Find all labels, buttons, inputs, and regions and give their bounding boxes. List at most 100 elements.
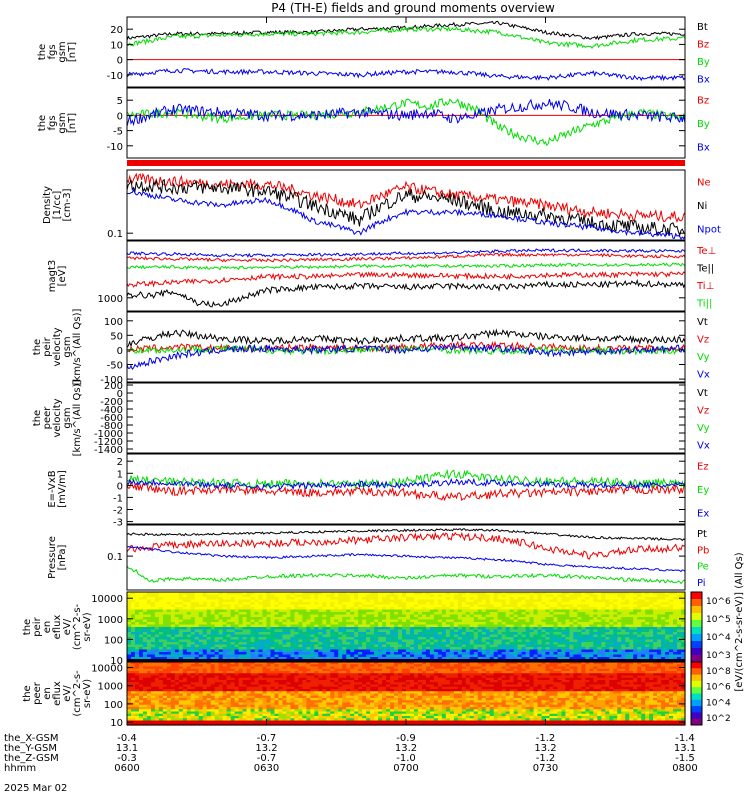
y-tick-label: 0.1 (107, 552, 123, 563)
heatmap-cells (127, 662, 686, 726)
y-tick-label: 1000 (98, 294, 123, 305)
x-axis-annotation: the_X-GSM -0.4 -0.7 -0.9 -1.2 -1.4 the_Y-GSM 13… (4, 17, 698, 794)
y-axis-label: Density (42, 186, 53, 224)
y-tick-label: 0 (117, 346, 123, 357)
x-row-value: 0800 (672, 763, 697, 774)
x-row-value: 13.2 (255, 743, 277, 754)
panel-peer-eflux: 10^8 10^6 10^4 10^2 [eV/(cm^2-s-sr-eV)] (All… (22, 552, 745, 729)
legend-ez: Ez (697, 462, 709, 473)
y-axis-label: peir (42, 336, 53, 356)
y-tick-label: -800 (100, 421, 123, 432)
y-tick-label: -600 (100, 413, 123, 424)
y-axis-label: velocity (52, 398, 63, 437)
y-axis-label: the (32, 339, 43, 355)
legend-bx: Bx (697, 142, 710, 153)
y-tick-label: 100 (104, 635, 123, 646)
panel-temperature: Te⊥ Te|| Ti⊥ Ti|| 1000 magt3 [eV] (47, 240, 716, 312)
y-axis-label: peer (42, 406, 53, 430)
y-tick-label: 10 (110, 40, 123, 51)
y-axis-label: [km/s^(All Qs)] (72, 309, 83, 386)
series-pb (126, 531, 686, 560)
y-tick-label: 1000 (98, 615, 123, 626)
y-tick-label: 0 (117, 111, 123, 122)
y-axis-label: eflux (52, 615, 63, 640)
panel-peir-velocity: Vt Vz Vy Vx -100 -50 0 50 100 the peir velocity gsm[… (32, 309, 710, 387)
x-row-value: 13.1 (674, 743, 696, 754)
y-tick-label: 0 (117, 389, 123, 400)
x-row-value: -1.2 (536, 733, 556, 744)
series-npot (126, 188, 686, 240)
panel-pressure: Pt Pb Pe Pi 0.1 Pressure [nPa] (47, 524, 709, 591)
y-axis-label: peer (32, 681, 43, 705)
y-axis-label: [nPa] (57, 544, 68, 570)
colorbar-tick-label: 10^6 (706, 683, 731, 693)
legend-pe: Pe (697, 562, 709, 573)
legend-bz: Bz (697, 96, 709, 107)
series-ex (126, 477, 686, 491)
y-tick-label: 0.1 (107, 229, 123, 240)
y-tick-label: 10 (110, 656, 123, 667)
colorbar-tick-label: 10^8 (706, 667, 731, 677)
series-ne (126, 172, 686, 224)
figure-title: P4 (TH-E) fields and ground moments over… (271, 1, 555, 15)
legend-te: Te|| (696, 263, 714, 274)
legend-ne: Ne (697, 178, 711, 189)
y-tick-label: 10000 (91, 594, 123, 605)
panel-frame (126, 311, 686, 383)
series-bt (126, 20, 686, 41)
y-tick-label: -1 (113, 493, 123, 504)
y-tick-label: 1000 (98, 682, 123, 693)
y-tick-label: 20 (110, 25, 123, 36)
legend-ey: Ey (697, 485, 709, 496)
panel-peir-eflux: 10^6 10^5 10^4 10^3 10 100 1000 10000 the peir en e… (22, 591, 731, 667)
legend-ex: Ex (697, 508, 709, 519)
y-axis-label: en (42, 621, 53, 634)
y-tick-label: -400 (100, 405, 123, 416)
series-bx (126, 98, 686, 127)
panel-frame (126, 87, 686, 159)
y-axis-label: the (22, 685, 33, 701)
panel-density: Ne Ni Npot 0.1 Density [1/cc] [cm-3] (42, 169, 721, 241)
series-te (126, 252, 686, 263)
y-tick-label: 0 (117, 481, 123, 492)
colorbar-tick-label: 10^4 (706, 633, 731, 643)
series-vy (126, 343, 686, 356)
x-row-label: the_Z-GSM (4, 753, 59, 764)
y-axis-label: gsm (57, 112, 68, 133)
y-axis-label: [nT] (67, 113, 78, 133)
series-vt (126, 328, 686, 348)
legend-by: By (697, 119, 710, 130)
legend-pb: Pb (697, 545, 709, 556)
y-tick-label: -5 (113, 127, 123, 138)
legend-vt: Vt (697, 388, 708, 399)
legend-vt: Vt (697, 317, 708, 328)
legend-npot: Npot (697, 224, 721, 235)
x-row-label: the_Y-GSM (4, 743, 57, 754)
panel-separator-band (127, 160, 685, 166)
x-row-value: 0600 (114, 763, 139, 774)
x-row-value: 13.2 (534, 743, 556, 754)
panel-fgs-gsm: Bt Bz By Bx -10 0 10 20 the fgs gsm [nT] (37, 16, 710, 88)
y-axis-label: (cm^2-s- (72, 603, 83, 650)
x-row-value: 0630 (254, 763, 279, 774)
x-row-value: -1.4 (675, 733, 695, 744)
series-ni (126, 178, 686, 237)
series-pt (126, 528, 686, 542)
colorbar-tick-label: 10^6 (706, 597, 731, 607)
y-axis-label: sr-eV) (82, 612, 93, 641)
series-by (126, 97, 686, 147)
colorbar-tick-label: 10^2 (706, 714, 731, 724)
series-pi (126, 546, 686, 573)
y-tick-label: 0 (117, 56, 123, 67)
y-tick-label: 5 (117, 96, 123, 107)
panel-frame (126, 240, 686, 312)
legend-vx: Vx (697, 440, 710, 451)
legend-bz: Bz (697, 39, 709, 50)
x-row-value: 0730 (533, 763, 558, 774)
y-axis-label: (cm^2-s- (72, 670, 83, 717)
y-tick-label: -2 (113, 506, 123, 517)
y-tick-label: -1200 (94, 437, 123, 448)
